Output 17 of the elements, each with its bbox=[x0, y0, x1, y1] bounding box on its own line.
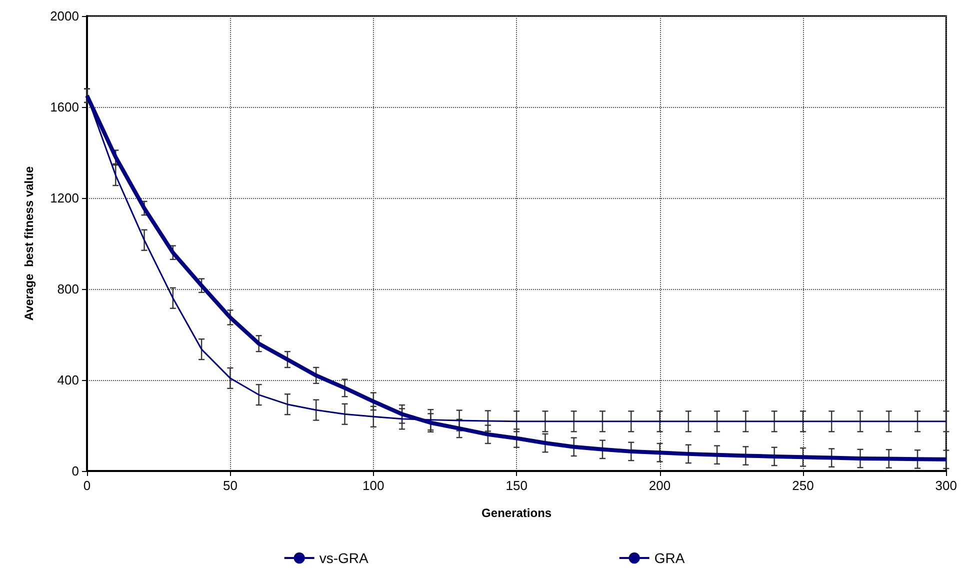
x-axis-title: Generations bbox=[482, 506, 552, 520]
legend-label: GRA bbox=[654, 550, 686, 566]
x-tick-label: 50 bbox=[222, 478, 238, 493]
x-tick-label: 300 bbox=[935, 478, 958, 493]
x-tick-label: 150 bbox=[506, 478, 528, 493]
y-tick-label: 0 bbox=[72, 464, 79, 478]
x-tick-label: 100 bbox=[362, 478, 384, 493]
y-tick-label: 1200 bbox=[50, 190, 79, 206]
y-axis-title: Average best fitness value bbox=[22, 166, 36, 321]
y-tick-label: 800 bbox=[57, 282, 79, 296]
x-tick-label: 0 bbox=[83, 478, 91, 493]
y-tick-label: 2000 bbox=[50, 8, 79, 24]
legend-label: vs-GRA bbox=[319, 550, 369, 566]
x-tick-label: 250 bbox=[792, 478, 814, 493]
y-tick-label: 1600 bbox=[50, 100, 79, 114]
x-tick-label: 200 bbox=[648, 478, 671, 493]
y-tick-label: 400 bbox=[57, 372, 79, 388]
